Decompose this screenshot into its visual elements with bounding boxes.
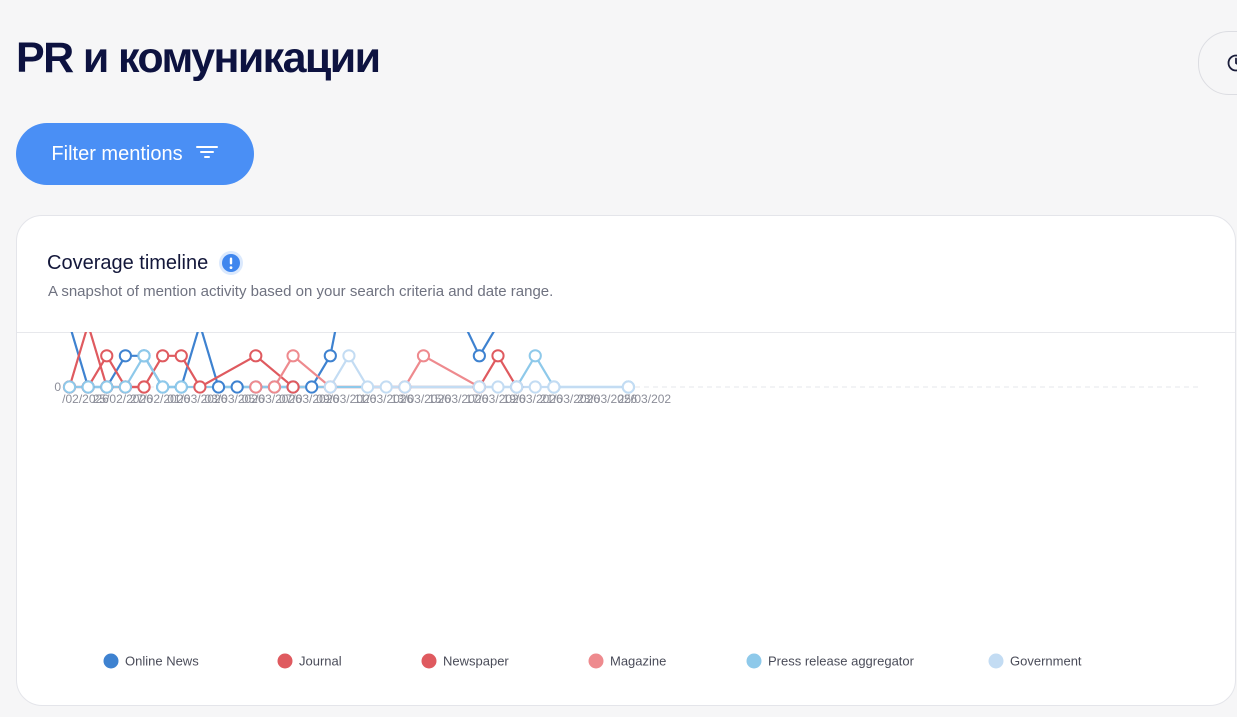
x-tick-label: 15/03/2026 xyxy=(428,392,488,406)
legend-swatch xyxy=(746,653,762,669)
legend-label: Online News xyxy=(125,654,199,669)
data-point xyxy=(62,380,77,394)
data-point xyxy=(100,380,114,394)
card-title-row: Coverage timeline xyxy=(47,250,244,276)
data-point xyxy=(286,380,300,394)
x-tick-label: 01/03/2026 xyxy=(167,392,227,406)
data-point xyxy=(286,349,300,363)
data-point xyxy=(398,380,412,394)
filter-lines-icon xyxy=(195,143,219,166)
data-point xyxy=(156,349,170,363)
legend-swatch xyxy=(588,653,604,669)
legend-swatch xyxy=(988,653,1004,669)
data-point xyxy=(118,349,132,363)
data-point xyxy=(510,380,524,394)
data-point xyxy=(528,349,542,363)
legend-label: Press release aggregator xyxy=(768,654,915,669)
x-tick-label: 19/03/2026 xyxy=(503,392,563,406)
data-point xyxy=(323,349,337,363)
data-point xyxy=(193,380,207,394)
card-header: Coverage timeline A snapshot of mention … xyxy=(17,216,1235,333)
data-point xyxy=(342,349,356,363)
data-point xyxy=(118,380,132,394)
data-point xyxy=(491,380,505,394)
y-tick-label: 0 xyxy=(54,380,61,394)
data-point xyxy=(100,349,114,363)
filter-mentions-button[interactable]: Filter mentions xyxy=(16,123,254,185)
data-point xyxy=(547,380,561,394)
legend-label: Newspaper xyxy=(443,654,509,669)
x-tick-label: 23/03/2026 xyxy=(577,392,637,406)
x-tick-label: 05/03/2026 xyxy=(242,392,302,406)
x-tick-label: 09/03/2026 xyxy=(316,392,376,406)
legend-label: Government xyxy=(1010,654,1082,669)
x-tick-label: 03/03/2026 xyxy=(205,392,265,406)
history-button[interactable] xyxy=(1198,31,1237,95)
data-point xyxy=(249,380,263,394)
x-tick-label: /02/2026 xyxy=(62,392,109,406)
clock-icon xyxy=(1226,53,1237,78)
data-point xyxy=(81,380,95,394)
x-tick-label: 21/03/2026 xyxy=(540,392,600,406)
data-point xyxy=(472,349,486,363)
data-point xyxy=(211,380,226,394)
data-point xyxy=(137,380,151,394)
coverage-timeline-card: Coverage timeline A snapshot of mention … xyxy=(16,215,1236,706)
data-point xyxy=(230,380,244,394)
data-point xyxy=(491,349,505,363)
filter-mentions-label: Filter mentions xyxy=(51,142,183,165)
info-circle-icon[interactable] xyxy=(218,250,244,276)
x-tick-label: 17/03/2026 xyxy=(465,392,525,406)
data-point xyxy=(137,349,151,363)
data-point xyxy=(174,380,188,394)
legend-swatch xyxy=(421,653,437,669)
data-point xyxy=(416,349,431,363)
data-point xyxy=(323,380,337,394)
data-point xyxy=(174,349,188,363)
data-point xyxy=(528,380,542,394)
card-subtitle: A snapshot of mention activity based on … xyxy=(48,283,554,300)
x-tick-label: 27/02/2026 xyxy=(130,392,190,406)
data-point xyxy=(472,380,486,394)
x-tick-label: 25/03/202 xyxy=(618,392,672,406)
coverage-timeline-chart: 02468/02/202625/02/202627/02/202601/03/2… xyxy=(54,332,1199,669)
data-point xyxy=(249,349,263,363)
legend-swatch xyxy=(277,653,293,669)
data-point xyxy=(379,380,393,394)
legend-label: Magazine xyxy=(610,654,666,669)
data-point xyxy=(305,380,319,394)
card-title: Coverage timeline xyxy=(47,251,209,274)
legend-label: Journal xyxy=(299,654,342,669)
data-point xyxy=(156,380,170,394)
x-tick-label: 13/03/2026 xyxy=(391,392,451,406)
data-point xyxy=(267,380,282,394)
x-tick-label: 07/03/2026 xyxy=(279,392,339,406)
legend-swatch xyxy=(103,653,119,669)
x-tick-label: 11/03/2026 xyxy=(354,392,413,406)
data-point xyxy=(621,380,636,394)
x-tick-label: 25/02/2026 xyxy=(93,392,153,406)
page-title: PR и комуникации xyxy=(16,34,381,82)
data-point xyxy=(360,380,375,394)
